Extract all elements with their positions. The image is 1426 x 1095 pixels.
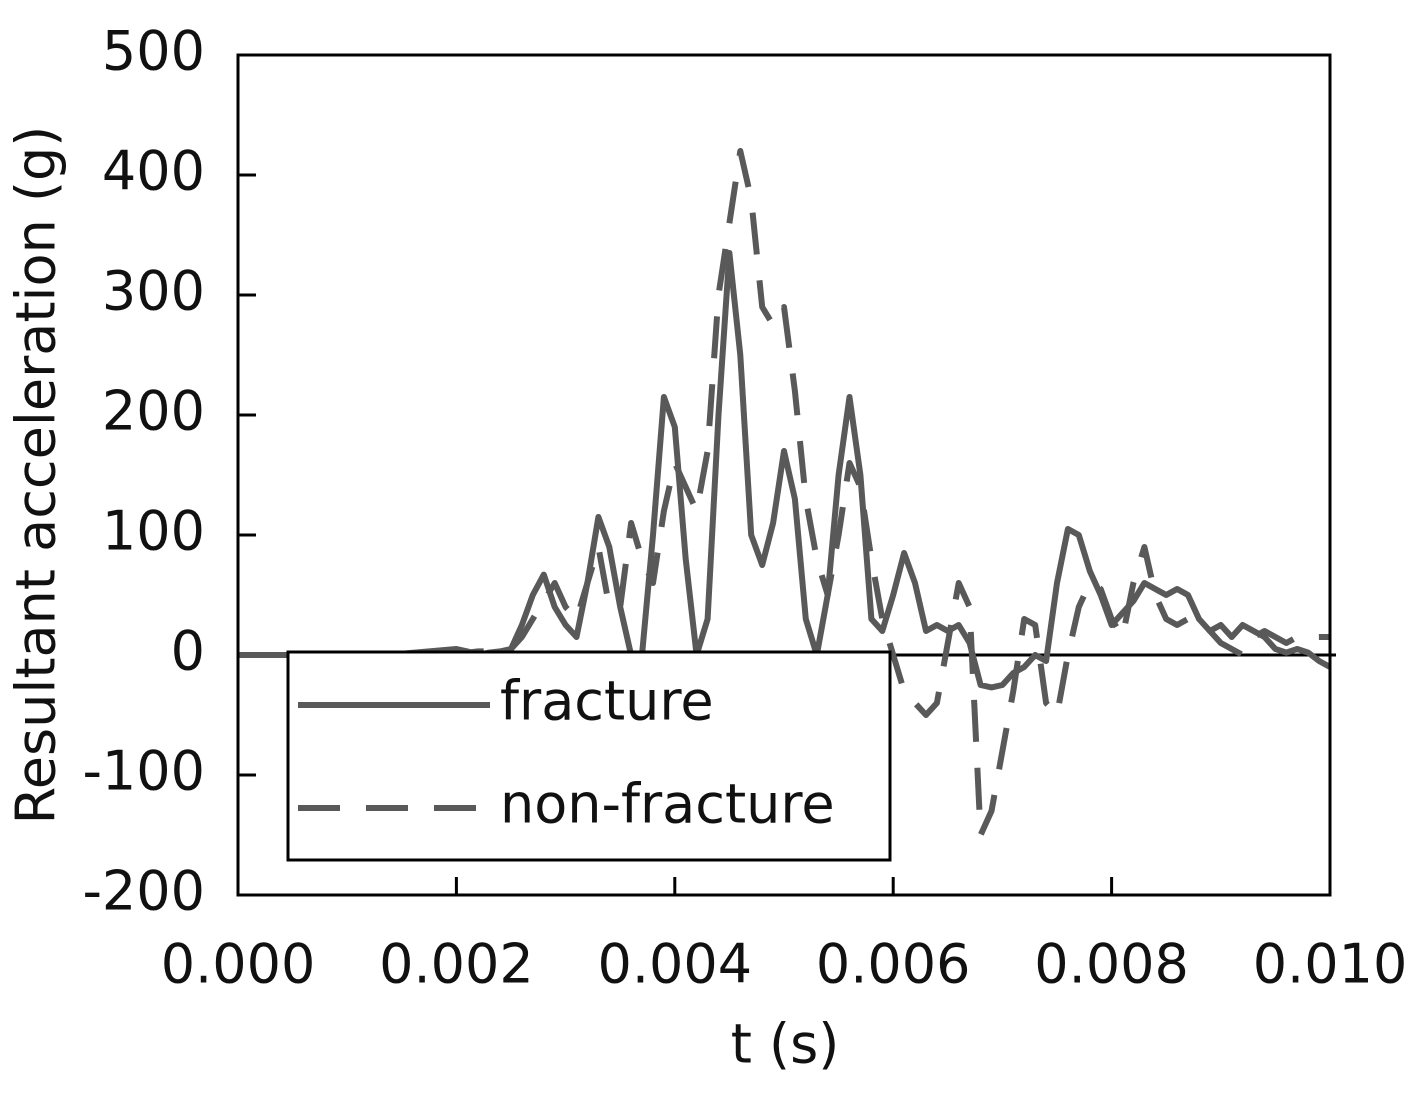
- y-tick-label: -200: [82, 860, 205, 923]
- legend-label: fracture: [500, 670, 714, 733]
- x-tick-label: 0.004: [598, 933, 753, 996]
- series-line: [238, 148, 1330, 838]
- series-line: [238, 250, 1330, 691]
- legend-box: [286, 650, 892, 862]
- y-tick-label: 500: [102, 20, 205, 83]
- x-tick-label: 0.000: [161, 933, 316, 996]
- y-tick-label: 300: [102, 260, 205, 323]
- x-tick-label: 0.002: [379, 933, 534, 996]
- x-axis-label: t (s): [731, 1013, 840, 1076]
- y-tick-label: 200: [102, 380, 205, 443]
- x-tick-label: 0.010: [1253, 933, 1408, 996]
- y-axis-label: Resultant acceleration (g): [5, 126, 68, 825]
- y-tick-label: 400: [102, 140, 205, 203]
- x-tick-label: 0.008: [1034, 933, 1189, 996]
- plot-frame: [236, 53, 1332, 897]
- y-tick-label: 0: [171, 620, 205, 683]
- legend-label: non-fracture: [500, 773, 835, 836]
- y-tick-label: 100: [102, 500, 205, 563]
- y-tick-label: -100: [82, 740, 205, 803]
- x-tick-label: 0.006: [816, 933, 971, 996]
